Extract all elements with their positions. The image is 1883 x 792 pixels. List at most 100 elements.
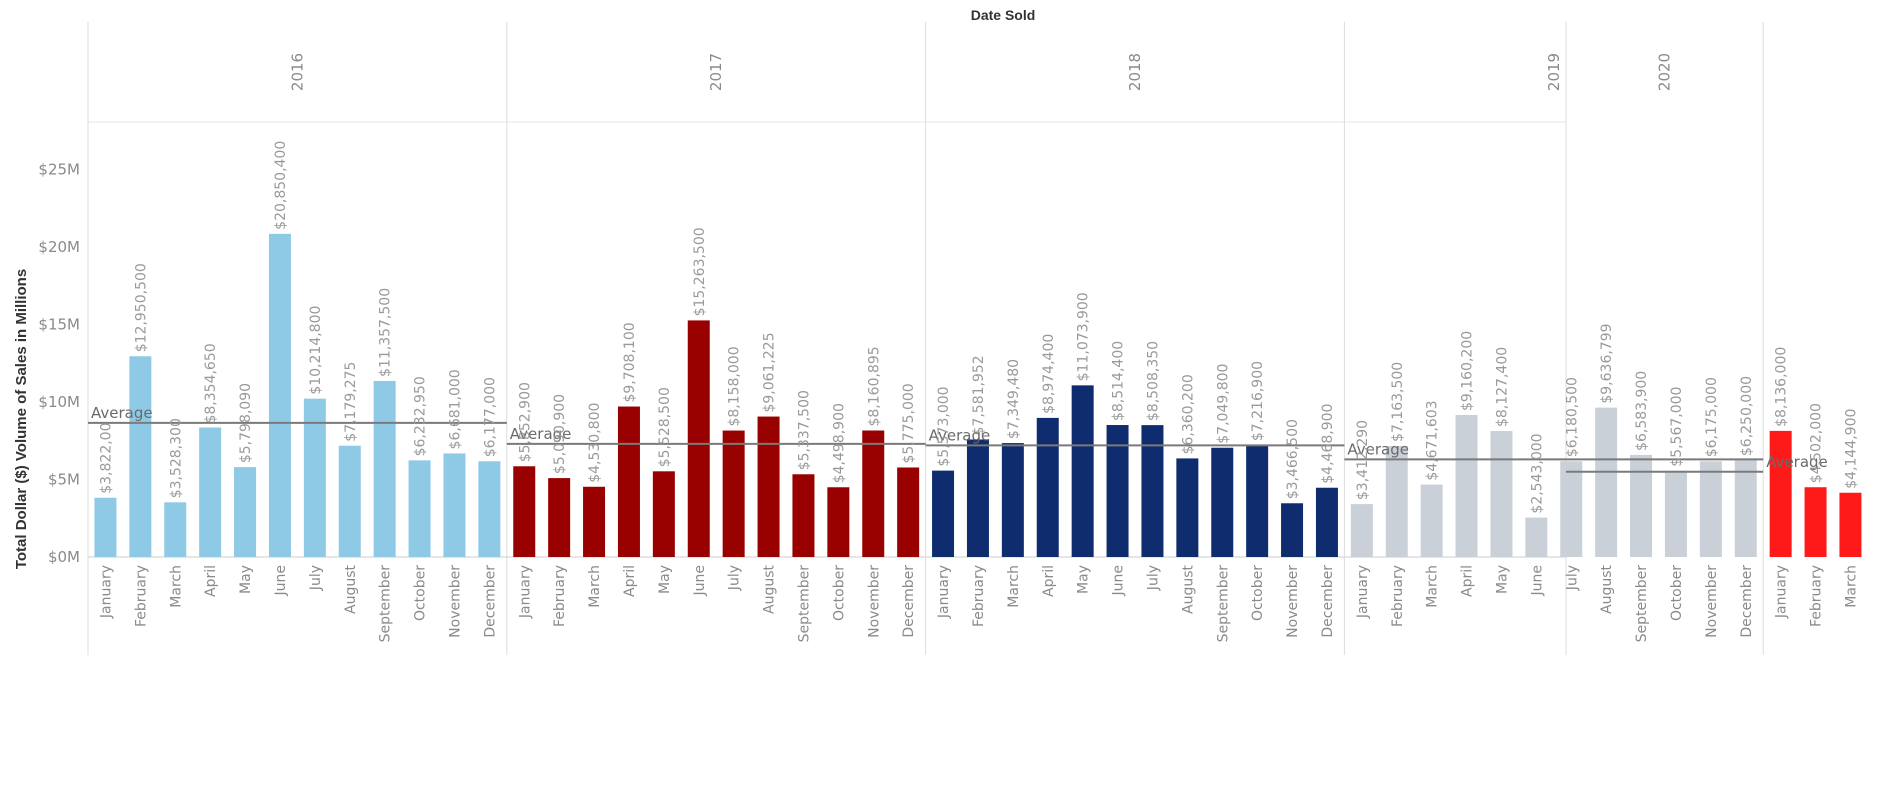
month-label: May <box>1076 565 1092 594</box>
value-label: $5,528,500 <box>657 387 673 467</box>
bar <box>1420 484 1443 557</box>
month-label: January <box>98 565 114 619</box>
bar <box>1246 445 1269 557</box>
bar <box>1141 425 1164 557</box>
value-label: $9,636,799 <box>1599 323 1615 403</box>
year-header: 2018 <box>1126 53 1144 91</box>
bar <box>827 487 850 557</box>
chart-title: Date Sold <box>971 7 1036 23</box>
bar <box>1595 407 1618 557</box>
value-label: $12,950,500 <box>133 263 149 352</box>
month-label: December <box>1739 565 1755 638</box>
average-label: Average <box>91 404 153 422</box>
value-label: $6,583,900 <box>1634 371 1650 451</box>
bar <box>722 430 745 557</box>
month-label: February <box>552 565 568 627</box>
month-label: August <box>1599 564 1615 614</box>
value-label: $8,354,650 <box>203 343 219 423</box>
bar <box>303 398 326 557</box>
average-label: Average <box>510 425 572 443</box>
value-label: $8,514,400 <box>1111 341 1127 421</box>
value-label: $15,263,500 <box>692 227 708 316</box>
value-label: $8,158,000 <box>727 346 743 426</box>
value-label: $9,061,225 <box>762 332 778 412</box>
bar <box>513 466 536 557</box>
month-label: January <box>936 565 952 619</box>
bar <box>1839 492 1862 557</box>
value-label: $11,073,900 <box>1076 292 1092 381</box>
bar <box>129 356 152 557</box>
month-label: April <box>1460 565 1476 597</box>
value-label: $3,528,300 <box>168 418 184 498</box>
bar <box>199 427 222 557</box>
value-label: $7,179,275 <box>343 362 359 442</box>
bar <box>1804 487 1827 557</box>
value-label: $5,337,500 <box>796 390 812 470</box>
month-label: October <box>1669 565 1685 621</box>
year-header: 2020 <box>1656 53 1674 91</box>
month-label: April <box>622 565 638 597</box>
month-label: September <box>378 565 394 643</box>
year-headers: 2016 2017 2018 2019 2020 <box>288 53 1673 91</box>
average-label: Average <box>1347 440 1409 458</box>
value-label: $4,144,900 <box>1843 409 1859 489</box>
bar <box>862 430 885 557</box>
bar <box>1281 503 1304 557</box>
y-axis-ticks: $0M $5M $10M $15M $20M $25M <box>38 161 80 567</box>
month-label: October <box>831 565 847 621</box>
bar <box>338 445 361 557</box>
bar <box>234 467 257 557</box>
value-label: $8,127,400 <box>1494 347 1510 427</box>
bar <box>94 497 117 557</box>
month-label: August <box>1180 564 1196 614</box>
value-label: $3,822,00 <box>98 422 114 493</box>
bar <box>443 453 466 557</box>
value-label: $7,216,900 <box>1250 361 1266 441</box>
month-label: September <box>1634 565 1650 643</box>
y-tick-label: $10M <box>38 393 80 411</box>
month-label: February <box>971 565 987 627</box>
month-label: September <box>796 565 812 643</box>
bar <box>792 474 815 557</box>
value-label: $10,214,800 <box>308 306 324 395</box>
bar <box>652 471 675 557</box>
bar <box>757 416 780 557</box>
value-label: $20,850,400 <box>273 141 289 230</box>
month-label: May <box>1494 565 1510 594</box>
month-label: November <box>1285 565 1301 638</box>
value-label: $7,049,800 <box>1215 364 1231 444</box>
month-label: August <box>762 564 778 614</box>
bar <box>1699 461 1722 557</box>
year-header: 2017 <box>707 53 725 91</box>
month-label: June <box>273 565 289 597</box>
bar <box>617 406 640 557</box>
month-label: February <box>133 565 149 627</box>
month-label: March <box>1425 565 1441 608</box>
year-header: 2016 <box>288 53 306 91</box>
month-label: January <box>1355 565 1371 619</box>
average-label: Average <box>1766 453 1828 471</box>
bar <box>1734 460 1757 557</box>
value-label: $5,852,900 <box>517 382 533 462</box>
value-label: $6,360,200 <box>1180 374 1196 454</box>
value-label: $7,349,480 <box>1006 359 1022 439</box>
grid-lines <box>87 22 1764 655</box>
y-tick-label: $20M <box>38 238 80 256</box>
average-lines: Average Average Average Average Average <box>88 404 1828 473</box>
value-label: $9,708,100 <box>622 322 638 402</box>
month-label: May <box>238 565 254 594</box>
y-tick-label: $25M <box>38 161 80 179</box>
month-label: February <box>1809 565 1825 627</box>
bar <box>1071 385 1094 557</box>
value-label: $5,090,900 <box>552 394 568 474</box>
value-label: $11,357,500 <box>378 288 394 377</box>
value-label: $4,671,603 <box>1425 400 1441 480</box>
value-label: $8,974,400 <box>1041 334 1057 414</box>
month-label: November <box>447 565 463 638</box>
bar <box>1315 487 1338 557</box>
value-label: $8,508,350 <box>1145 341 1161 421</box>
month-label: June <box>1111 565 1127 597</box>
bar <box>1001 443 1024 557</box>
bar <box>1560 461 1583 557</box>
value-label: $5,798,090 <box>238 383 254 463</box>
